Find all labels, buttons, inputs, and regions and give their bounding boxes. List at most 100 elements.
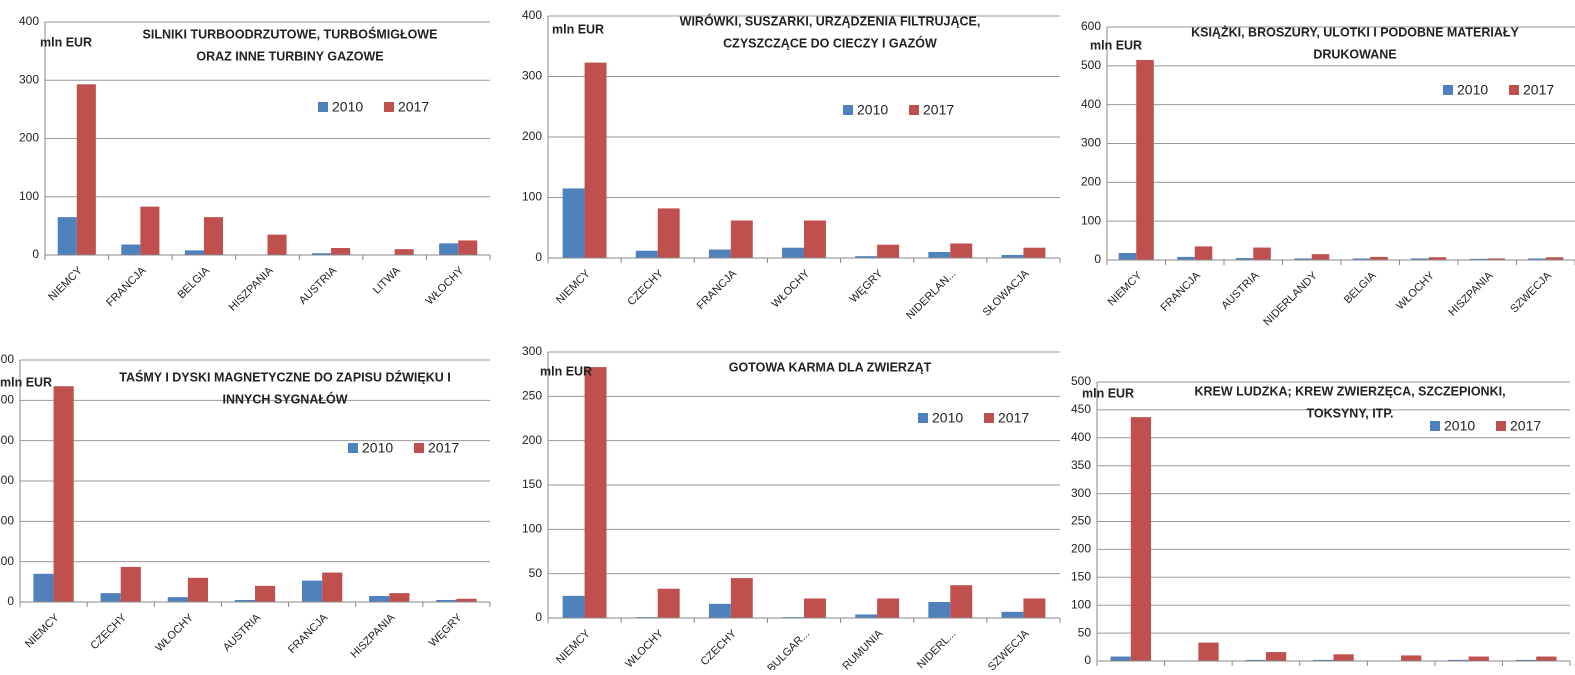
bar (950, 585, 973, 618)
y-tick-label: 300 (522, 344, 542, 358)
y-tick-label: 200 (1071, 542, 1091, 556)
x-tick-label: FRANCJA (104, 264, 149, 309)
bar (804, 220, 826, 258)
x-tick-label: BULGAR... (765, 628, 812, 670)
y-axis-label: mln EUR (0, 375, 52, 389)
legend-label: 2017 (1523, 82, 1554, 98)
bar (302, 580, 323, 602)
legend-label: 2017 (398, 99, 429, 115)
bar (389, 593, 410, 602)
y-tick-label: 300 (0, 473, 14, 487)
y-tick-label: 200 (522, 129, 542, 143)
bar (322, 572, 343, 602)
legend-label: 2010 (1457, 82, 1488, 98)
bar (1536, 656, 1557, 661)
y-tick-label: 400 (1081, 97, 1101, 111)
legend-label: 2017 (1510, 418, 1541, 434)
bar (730, 220, 753, 258)
legend-swatch (1509, 85, 1519, 95)
chart-title: CZYSZCZĄCE DO CIECZY I GAZÓW (723, 35, 937, 50)
x-tick-label: NIEMCY (554, 627, 593, 666)
x-tick-label: NIEMCY (1106, 269, 1145, 308)
y-tick-label: 200 (19, 131, 39, 145)
bar (1370, 256, 1388, 260)
x-tick-label: SŁOWACJA (981, 267, 1032, 318)
y-tick-label: 300 (1071, 486, 1091, 500)
chart-title: TAŚMY I DYSKI MAGNETYCZNE DO ZAPISU DŹWI… (119, 369, 451, 384)
bar (267, 234, 287, 255)
y-tick-label: 150 (1071, 569, 1091, 583)
y-tick-label: 600 (1081, 19, 1101, 33)
x-tick-label: WŁOCHY (623, 627, 666, 670)
x-tick-label: RUMUNIA (841, 627, 886, 670)
y-tick-label: 0 (1084, 653, 1091, 667)
y-tick-label: 200 (0, 514, 14, 528)
legend-label: 2017 (998, 410, 1029, 426)
y-tick-label: 0 (7, 594, 14, 608)
x-tick-label: SZWECJA (986, 627, 1032, 670)
y-tick-label: 150 (522, 477, 542, 491)
legend-label: 2010 (362, 440, 393, 456)
bar (1253, 247, 1271, 260)
bar (1245, 659, 1266, 661)
bar (120, 566, 141, 602)
bar (1198, 642, 1219, 661)
bar (657, 208, 680, 258)
y-tick-label: 300 (1081, 136, 1101, 150)
chart-panel: 0 100 200 300 400 NIEMCY FRANCJA BELGIA HISZPANI… (19, 14, 491, 314)
legend-swatch (984, 413, 994, 423)
y-tick-label: 0 (32, 247, 39, 261)
y-tick-label: 450 (1071, 402, 1091, 416)
bar (255, 585, 276, 602)
legend-swatch (1430, 421, 1440, 431)
chart-title: ORAZ INNE TURBINY GAZOWE (196, 49, 383, 63)
y-tick-label: 0 (535, 610, 542, 624)
bar (1333, 654, 1354, 661)
bar (1110, 656, 1131, 661)
x-tick-label: HISZPANIA (348, 611, 397, 660)
legend-label: 2010 (857, 102, 888, 118)
bar (1352, 258, 1371, 260)
x-tick-label: LITWA (371, 264, 403, 296)
bar (1023, 598, 1046, 618)
bar (635, 250, 658, 258)
y-axis-label: mln EUR (1090, 38, 1142, 52)
x-tick-label: BELGIA (1342, 269, 1379, 306)
y-tick-label: 0 (1094, 252, 1101, 266)
x-tick-label: SZWECJA (1508, 269, 1554, 315)
bar (562, 188, 585, 258)
y-tick-label: 100 (522, 522, 542, 536)
legend-swatch (1496, 421, 1506, 431)
bar (1294, 258, 1312, 260)
bar (456, 598, 477, 602)
y-tick-label: 250 (1071, 514, 1091, 528)
legend-swatch (348, 443, 358, 453)
bar (1515, 659, 1537, 661)
y-tick-label: 50 (529, 566, 543, 580)
x-tick-label: HISZPANIA (227, 264, 276, 313)
x-tick-label: HISZPANIA (1446, 269, 1495, 318)
y-tick-label: 100 (1071, 597, 1091, 611)
bar (1235, 258, 1254, 260)
legend-swatch (318, 102, 328, 112)
bar (584, 367, 607, 618)
bar (1001, 254, 1024, 258)
x-tick-label: CZECHY (699, 627, 740, 668)
y-axis-label: mln EUR (1082, 386, 1134, 400)
bar (1469, 258, 1488, 260)
y-tick-label: 50 (1078, 625, 1092, 639)
bar (1528, 258, 1546, 260)
chart-title: TOKSYNY, ITP. (1306, 406, 1393, 420)
y-tick-label: 350 (1071, 458, 1091, 472)
x-tick-label: NIEMCY (46, 264, 85, 303)
y-tick-label: 400 (522, 8, 542, 22)
bar (394, 249, 414, 255)
legend-label: 2010 (1444, 418, 1475, 434)
bar (584, 62, 607, 259)
x-tick-label: AUSTRIA (297, 264, 340, 307)
chart-title: DRUKOWANE (1313, 47, 1396, 61)
x-tick-label: CZECHY (625, 267, 666, 308)
x-tick-label: BELGIA (176, 264, 213, 301)
chart-title: INNYCH SYGNAŁÓW (223, 391, 348, 406)
legend-swatch (414, 443, 424, 453)
